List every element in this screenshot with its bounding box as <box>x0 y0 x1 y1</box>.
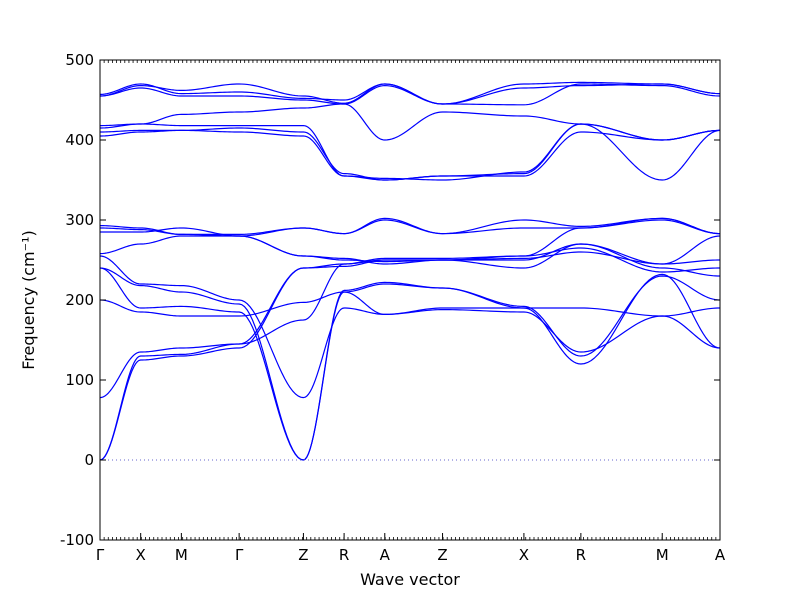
y-axis-title: Frequency (cm⁻¹) <box>19 230 38 369</box>
x-tick-label: M <box>175 546 188 564</box>
y-tick-label: 100 <box>65 371 94 389</box>
band-16 <box>99 83 721 105</box>
x-tick-label: Γ <box>235 546 244 564</box>
x-tick-label: Γ <box>96 546 105 564</box>
band-17 <box>99 81 721 105</box>
x-tick-label: X <box>519 546 529 564</box>
y-tick-label: 300 <box>65 211 94 229</box>
x-tick-label: M <box>656 546 669 564</box>
y-tick-label: 0 <box>84 451 94 469</box>
x-tick-label: R <box>576 546 586 564</box>
band-11 <box>99 217 721 235</box>
band-7 <box>99 255 721 399</box>
band-6 <box>99 267 721 461</box>
band-3 <box>99 251 721 399</box>
y-axis-ticks: -100 0 100 200 300 400 500 <box>60 51 720 549</box>
band-18 <box>99 83 721 106</box>
x-axis-title: Wave vector <box>360 570 460 589</box>
plot-area: -100 0 100 200 300 400 500 Γ X M Γ Z R A Z X R M A <box>60 51 726 564</box>
x-tick-label: Z <box>437 546 447 564</box>
y-tick-label: 500 <box>65 51 94 69</box>
x-tick-label: A <box>380 546 391 564</box>
y-tick-label: 200 <box>65 291 94 309</box>
band-15 <box>99 103 721 141</box>
x-tick-label: R <box>339 546 349 564</box>
band-5 <box>99 267 721 461</box>
x-tick-label: X <box>136 546 146 564</box>
x-tick-label: Z <box>298 546 308 564</box>
y-tick-label: 400 <box>65 131 94 149</box>
x-tick-label: A <box>715 546 726 564</box>
band-4 <box>99 275 721 357</box>
band-lines <box>99 81 721 461</box>
y-tick-label: -100 <box>60 531 94 549</box>
